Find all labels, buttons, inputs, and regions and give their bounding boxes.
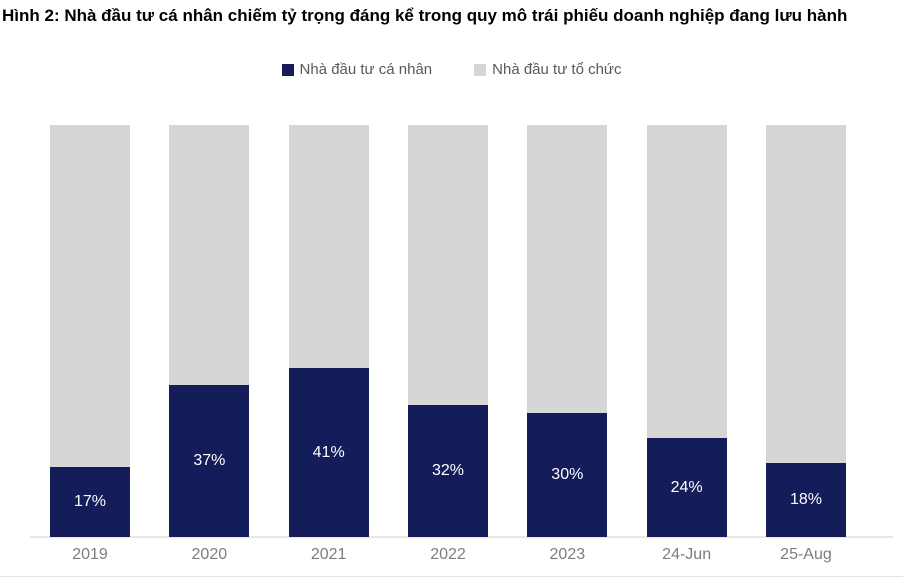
bar-value-label: 41% (312, 443, 345, 461)
institutional-segment (765, 125, 846, 463)
x-tick-label: 2020 (191, 546, 228, 563)
stacked-bar: 30% (527, 125, 608, 537)
x-axis: 2019 2020 2021 2022 2023 24-Jun 25-Aug (0, 546, 903, 568)
institutional-segment (407, 125, 488, 406)
institutional-segment (646, 125, 727, 439)
individual-segment: 24% (646, 438, 727, 537)
stacked-bar: 17% (50, 125, 130, 537)
institutional-segment (527, 125, 608, 414)
stacked-bar: 32% (407, 125, 488, 537)
legend-item-institutional: Nhà đầu tư tổ chức (474, 61, 621, 78)
stacked-bar: 24% (646, 125, 727, 537)
x-tick-label: 2022 (430, 546, 466, 563)
individual-segment: 17% (50, 466, 130, 537)
bar-value-label: 32% (431, 462, 464, 480)
x-tick-label: 2019 (72, 546, 108, 563)
stacked-bar: 37% (169, 125, 250, 537)
legend-swatch-institutional-icon (474, 63, 487, 76)
chart-title: Hình 2: Nhà đầu tư cá nhân chiếm tỷ trọn… (2, 6, 848, 25)
institutional-segment (50, 125, 130, 467)
individual-segment: 30% (527, 413, 608, 537)
x-tick-label: 25-Aug (780, 546, 832, 563)
x-tick-label: 2023 (549, 546, 586, 563)
bar-value-label: 17% (73, 492, 107, 510)
stacked-bar: 18% (765, 125, 846, 537)
legend-swatch-individual-icon (281, 63, 294, 76)
individual-segment: 32% (407, 405, 488, 537)
stacked-bar: 41% (288, 125, 369, 537)
legend-label-individual: Nhà đầu tư cá nhân (299, 61, 433, 78)
x-tick-label: 24-Jun (662, 546, 712, 563)
bar-value-label: 24% (670, 478, 703, 496)
legend: Nhà đầu tư cá nhân Nhà đầu tư tổ chức (0, 61, 903, 78)
legend-item-individual: Nhà đầu tư cá nhân (281, 61, 433, 78)
institutional-segment (288, 125, 369, 369)
bar-value-label: 30% (551, 466, 584, 484)
bar-value-label: 18% (789, 490, 822, 508)
institutional-segment (169, 125, 250, 385)
x-tick-label: 2021 (310, 546, 347, 563)
bar-value-label: 37% (193, 451, 226, 469)
x-axis-line (30, 536, 893, 538)
individual-segment: 18% (765, 462, 846, 537)
individual-segment: 37% (169, 384, 250, 537)
legend-label-institutional: Nhà đầu tư tổ chức (492, 61, 622, 78)
plot-area: 17% 37% 41% 32% 30% 24% 18% (0, 125, 903, 537)
individual-segment: 41% (288, 368, 369, 537)
